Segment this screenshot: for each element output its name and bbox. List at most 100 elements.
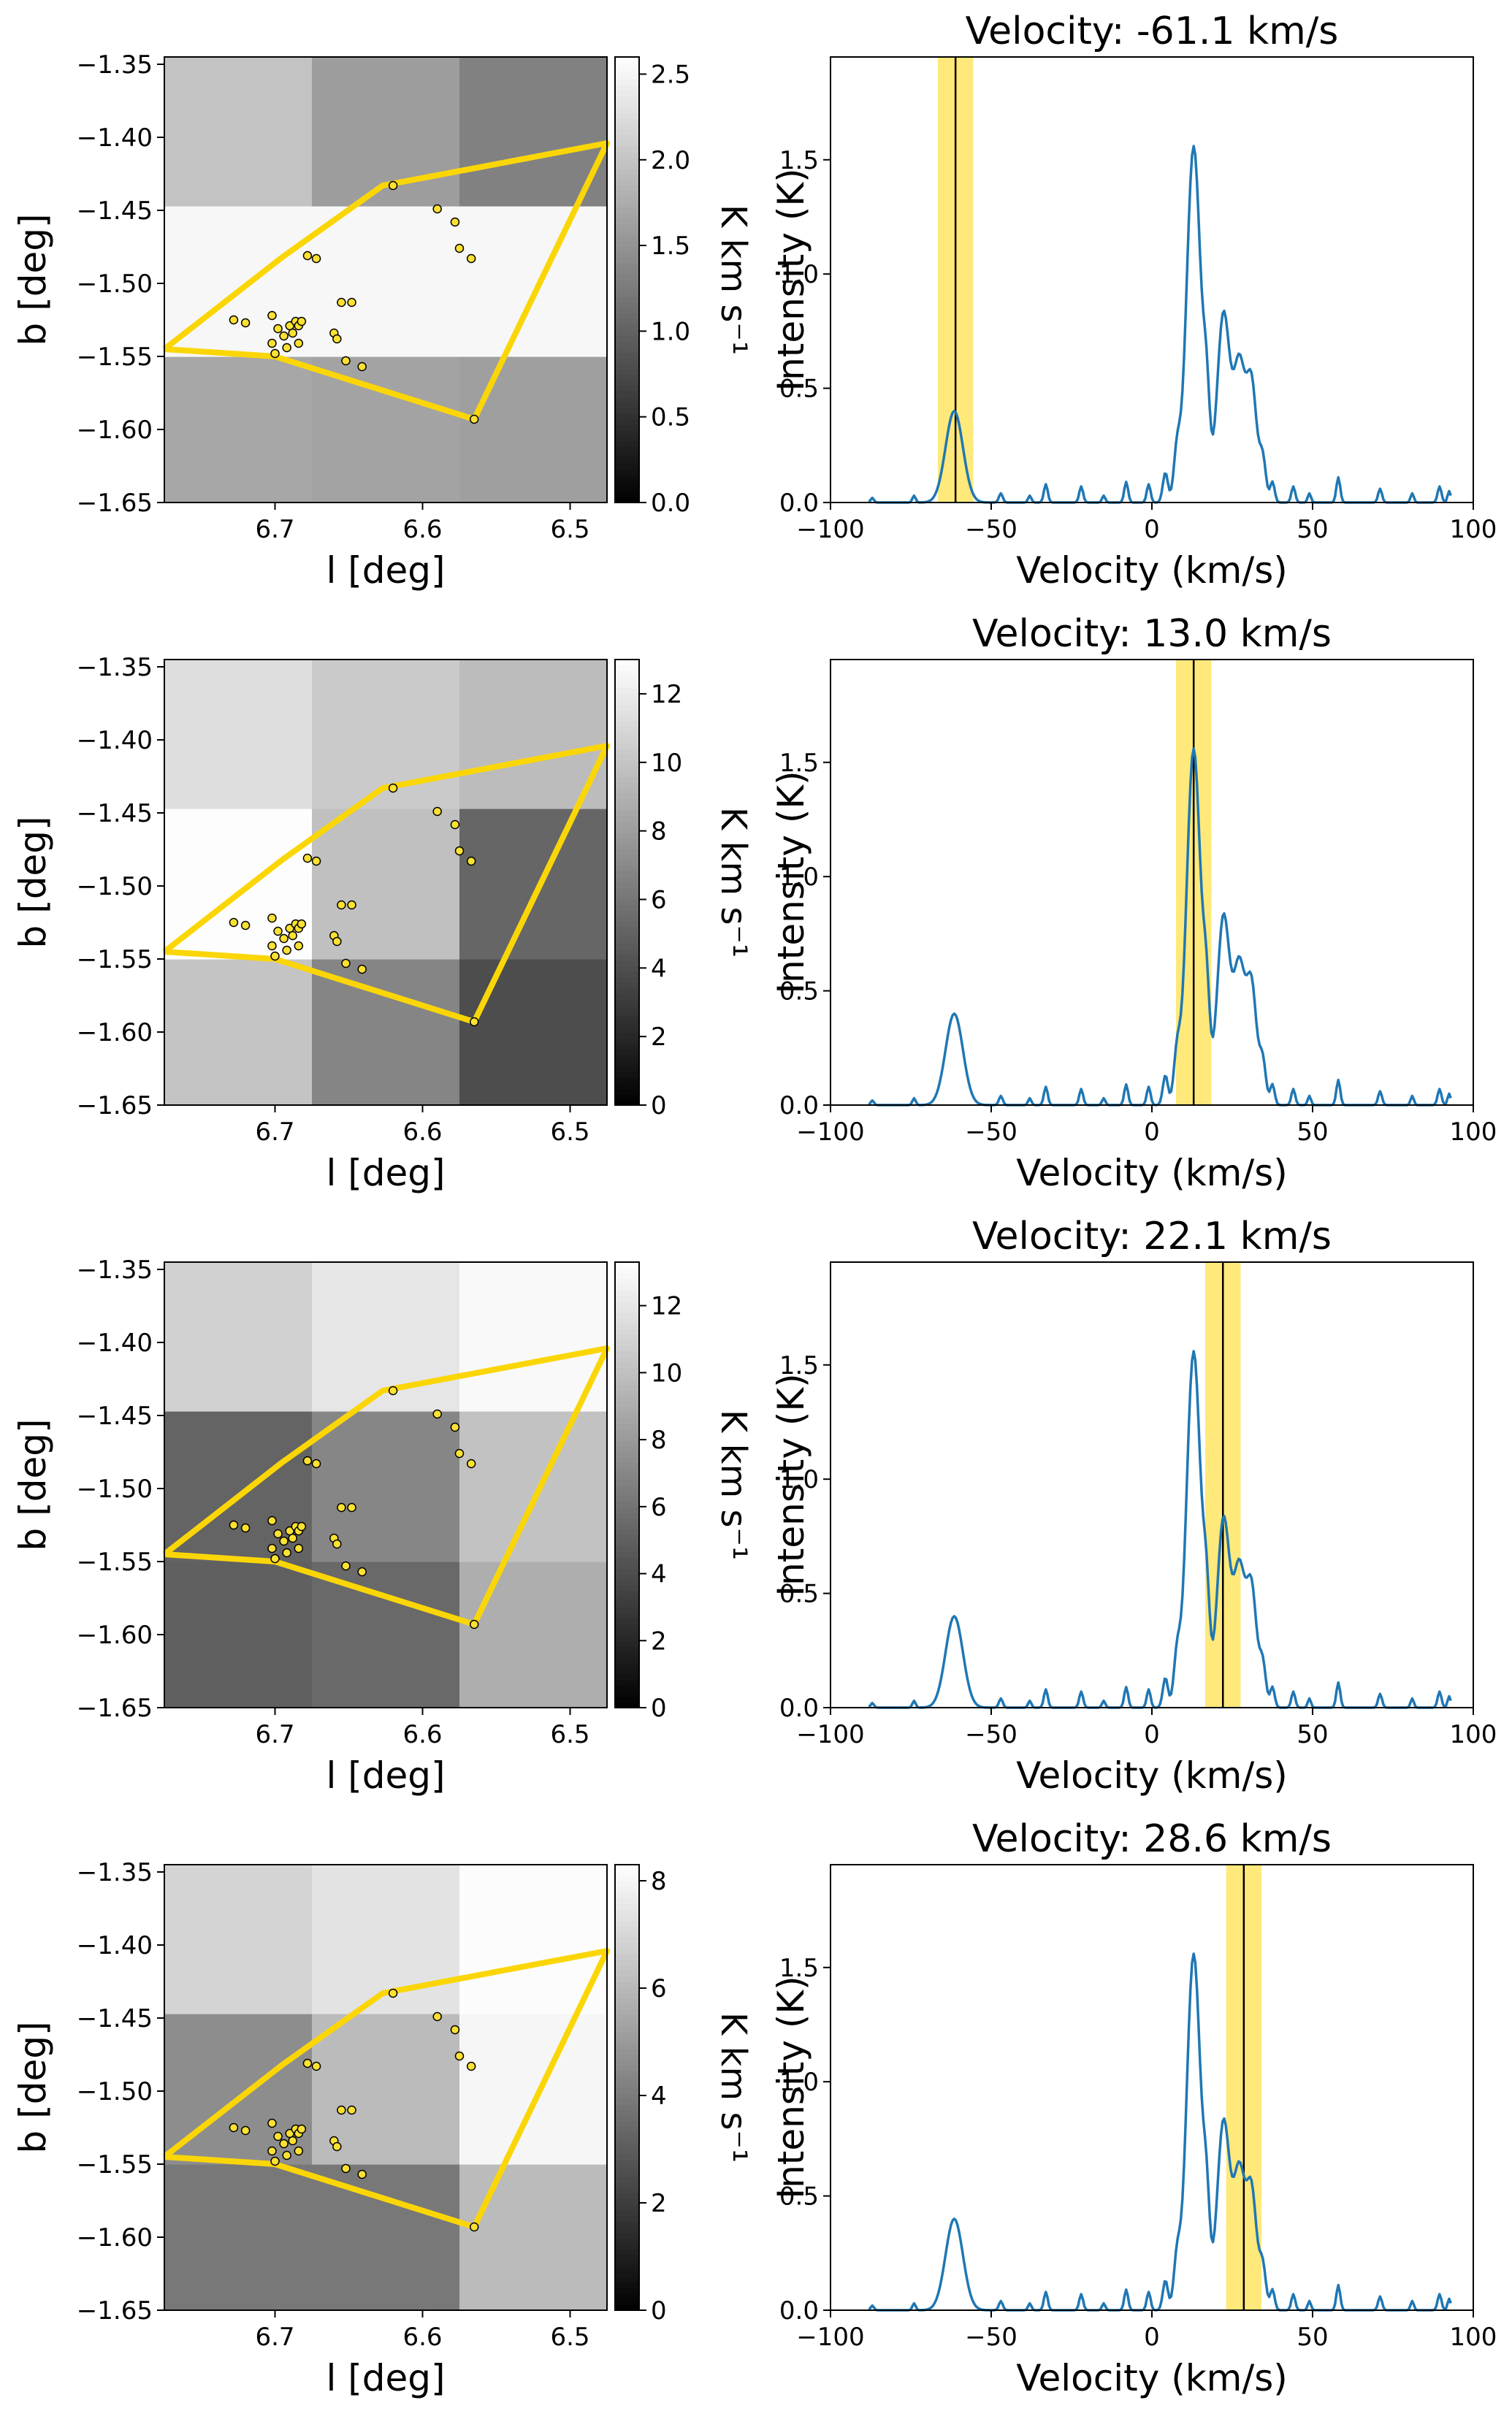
colorbar-step — [615, 737, 639, 744]
colorbar-step — [615, 849, 639, 855]
colorbar-step — [615, 2026, 639, 2033]
colorbar-step — [615, 90, 639, 96]
colorbar-step — [615, 1640, 639, 1647]
colorbar-step — [615, 1066, 639, 1072]
source-point — [267, 913, 277, 923]
colorbar-step — [615, 1976, 639, 1982]
spectrum-y-tick-label: 0.5 — [779, 375, 819, 404]
heatmap-cell — [459, 206, 608, 357]
map-x-tick-label: 6.5 — [550, 1117, 589, 1147]
colorbar-step — [615, 2271, 639, 2277]
spectrum-x-tick-label: 100 — [1450, 1720, 1497, 1749]
colorbar-step — [615, 1954, 639, 1960]
source-point — [279, 2139, 289, 2149]
colorbar-step — [615, 1334, 639, 1341]
map-y-tick-label: −1.50 — [77, 2077, 153, 2106]
colorbar-step — [615, 910, 639, 917]
colorbar-tick-label: 2 — [651, 1023, 667, 1052]
colorbar-step — [615, 1691, 639, 1697]
colorbar-step — [615, 458, 639, 465]
source-point — [450, 217, 460, 227]
colorbar-step — [615, 1373, 639, 1380]
colorbar-step — [615, 1418, 639, 1424]
colorbar-step — [615, 809, 639, 817]
source-point — [347, 297, 356, 307]
colorbar-step — [615, 1290, 639, 1296]
colorbar-step — [615, 1273, 639, 1280]
colorbar-step — [615, 2243, 639, 2250]
source-point — [357, 362, 367, 372]
heatmap-cell — [164, 57, 313, 207]
map-y-tick-label: −1.65 — [77, 489, 153, 518]
colorbar-step — [615, 2115, 639, 2122]
spectrum-x-tick-label: −50 — [965, 1117, 1017, 1147]
source-point — [357, 2169, 367, 2179]
colorbar-step — [615, 871, 639, 877]
colorbar-step — [615, 1585, 639, 1592]
colorbar-step — [615, 1485, 639, 1491]
colorbar-step — [615, 268, 639, 275]
colorbar-step — [615, 2215, 639, 2222]
colorbar-step — [615, 1473, 639, 1480]
spectrum-x-axis-label: Velocity (km/s) — [1016, 1152, 1288, 1194]
colorbar-step — [615, 793, 639, 800]
colorbar-step — [615, 1038, 639, 1044]
heatmap-cell — [312, 1562, 460, 1708]
colorbar-step — [615, 771, 639, 777]
map-y-tick-label: −1.35 — [77, 1256, 153, 1285]
colorbar-step — [615, 2071, 639, 2077]
spectrum-y-tick-label: 1.0 — [779, 260, 819, 289]
colorbar-step — [615, 497, 639, 503]
colorbar-step — [615, 2188, 639, 2194]
colorbar-step — [615, 1629, 639, 1636]
colorbar-step — [615, 240, 639, 247]
spectrum-x-tick-label: 100 — [1450, 1117, 1497, 1147]
map-y-tick-label: −1.40 — [77, 1931, 153, 1960]
colorbar-step — [615, 1898, 639, 1904]
map-x-axis-label: l [deg] — [326, 1754, 445, 1797]
heatmap-cell — [459, 809, 608, 960]
colorbar-step — [615, 955, 639, 961]
colorbar-step — [615, 1892, 639, 1899]
colorbar-step — [615, 2120, 639, 2127]
source-point — [229, 315, 239, 325]
colorbar-step — [615, 251, 639, 259]
map-y-tick-label: −1.55 — [77, 1548, 153, 1577]
colorbar-step — [615, 1970, 639, 1977]
colorbar-step — [615, 2098, 639, 2105]
colorbar-step — [615, 1456, 639, 1464]
source-point — [279, 1536, 289, 1546]
colorbar-step — [615, 760, 639, 766]
colorbar-step — [615, 1998, 639, 2005]
colorbar-step — [615, 1082, 639, 1089]
colorbar-step — [615, 1635, 639, 1642]
spectrum-x-tick-label: 0 — [1144, 515, 1160, 544]
colorbar-step — [615, 107, 639, 113]
map-y-tick-label: −1.35 — [77, 653, 153, 682]
heatmap-cell — [312, 2164, 460, 2311]
spectrum-x-axis-label: Velocity (km/s) — [1016, 1754, 1288, 1797]
spectrum-x-tick-label: 50 — [1297, 1720, 1328, 1749]
colorbar-step — [615, 168, 639, 175]
colorbar-step — [615, 1535, 639, 1541]
colorbar-step — [615, 2204, 639, 2211]
colorbar-step — [615, 1651, 639, 1658]
colorbar-step — [615, 2093, 639, 2099]
source-point — [347, 2105, 356, 2115]
map-y-tick-label: −1.65 — [77, 1091, 153, 1120]
colorbar-step — [615, 1490, 639, 1497]
map-y-axis-label: b [deg] — [12, 214, 54, 346]
colorbar-step — [615, 2177, 639, 2183]
spectrum-line — [868, 747, 1452, 1107]
spectrum-y-tick-label: 0.0 — [779, 1694, 819, 1723]
spectrum-title: Velocity: 22.1 km/s — [972, 1215, 1332, 1258]
colorbar-tick-label: 6 — [651, 1493, 667, 1522]
colorbar-step — [615, 2221, 639, 2228]
colorbar-step — [615, 2160, 639, 2166]
colorbar-step — [615, 1278, 639, 1285]
source-point — [341, 958, 351, 968]
colorbar-step — [615, 2299, 639, 2305]
colorbar-step — [615, 2288, 639, 2294]
colorbar-step — [615, 352, 639, 359]
spectrum-x-tick-label: −100 — [796, 2323, 864, 2352]
